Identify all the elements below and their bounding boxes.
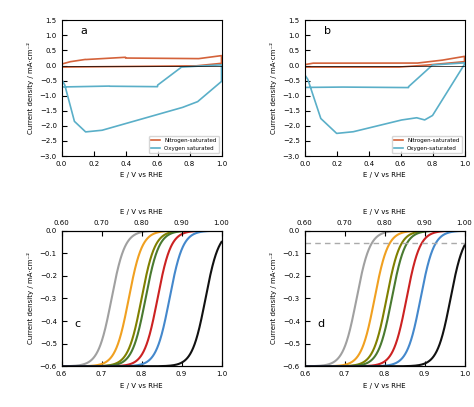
X-axis label: E / V vs RHE: E / V vs RHE <box>363 209 406 215</box>
Legend: Nitrogen-saturated, Oxygen-saturated: Nitrogen-saturated, Oxygen-saturated <box>392 136 462 153</box>
Text: d: d <box>318 319 325 329</box>
Legend: Nitrogen-saturated, Oxygen saturated: Nitrogen-saturated, Oxygen saturated <box>149 136 219 153</box>
Y-axis label: Current density / mA·cm⁻²: Current density / mA·cm⁻² <box>270 252 277 344</box>
Y-axis label: Current density / mA·cm⁻²: Current density / mA·cm⁻² <box>27 252 34 344</box>
Y-axis label: Current density / mA·cm⁻²: Current density / mA·cm⁻² <box>270 42 277 134</box>
X-axis label: E / V vs RHE: E / V vs RHE <box>120 173 163 178</box>
X-axis label: E / V vs RHE: E / V vs RHE <box>120 209 163 215</box>
Text: a: a <box>81 26 88 36</box>
X-axis label: E / V vs RHE: E / V vs RHE <box>363 173 406 178</box>
Text: c: c <box>74 319 81 329</box>
X-axis label: E / V vs RHE: E / V vs RHE <box>120 383 163 389</box>
X-axis label: E / V vs RHE: E / V vs RHE <box>363 383 406 389</box>
Text: b: b <box>324 26 331 36</box>
Y-axis label: Current density / mA·cm⁻²: Current density / mA·cm⁻² <box>27 42 34 134</box>
